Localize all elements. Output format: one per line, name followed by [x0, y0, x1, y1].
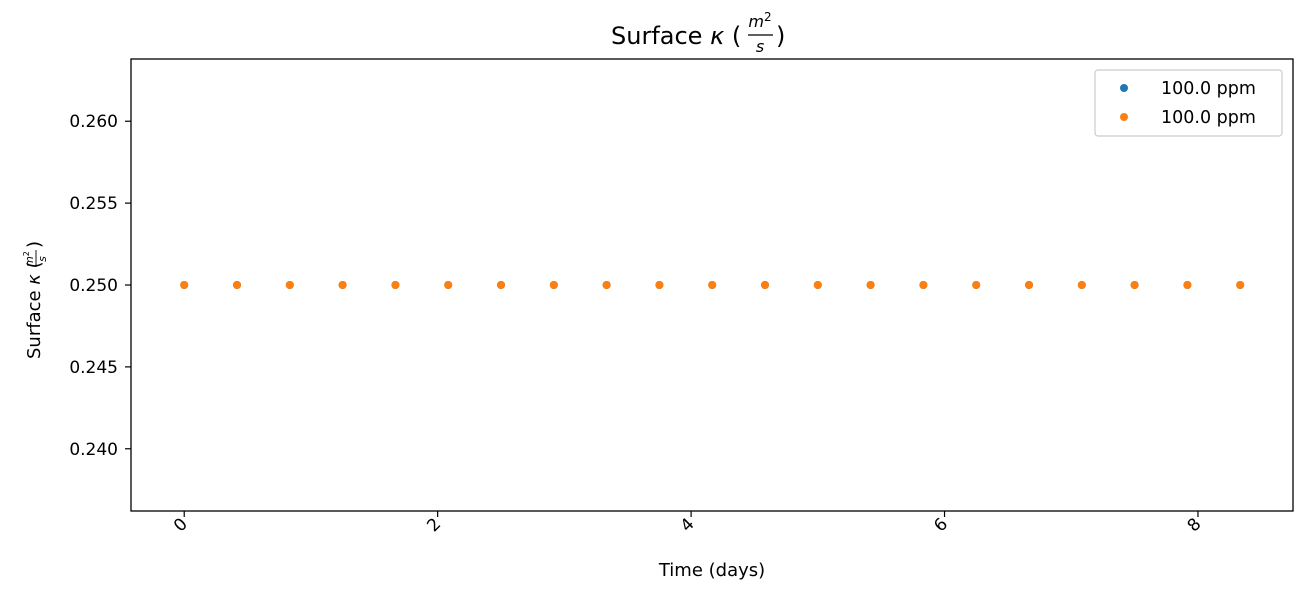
x-tick-label: 8 [1184, 514, 1206, 536]
legend-marker-series-1 [1120, 84, 1128, 92]
x-axis: 0 2 4 6 8 [170, 511, 1206, 536]
y-tick-label: 0.260 [69, 112, 118, 132]
data-point [708, 281, 717, 289]
data-point [338, 281, 347, 289]
data-point [180, 281, 189, 289]
chart-title: Surface κ ( m2 s ) [611, 10, 785, 56]
y-axis-label-suffix: ) [24, 241, 45, 248]
data-point [1077, 281, 1086, 289]
title-fraction-numerator: m2 [748, 10, 771, 31]
series-2 [180, 281, 1245, 289]
data-point [497, 281, 506, 289]
y-tick-label: 0.250 [69, 276, 118, 296]
y-label-fraction-denominator: s [36, 256, 49, 262]
data-point [761, 281, 770, 289]
y-axis-label: Surface κ ( m2 s ) [22, 241, 49, 359]
data-point [602, 281, 611, 289]
legend-frame [1094, 69, 1283, 137]
title-fraction-denominator: s [756, 37, 764, 56]
y-tick-label: 0.240 [69, 440, 118, 460]
x-axis-label: Time (days) [658, 560, 765, 581]
data-point [1130, 281, 1139, 289]
x-tick-label: 0 [170, 514, 192, 536]
data-point [813, 281, 822, 289]
data-point [1025, 281, 1034, 289]
chart-title-suffix: ) [776, 22, 785, 50]
y-tick-label: 0.255 [69, 194, 118, 214]
data-point [285, 281, 294, 289]
data-point [1236, 281, 1245, 289]
legend-label-series-1: 100.0 ppm [1161, 79, 1256, 99]
legend: 100.0 ppm 100.0 ppm [1094, 69, 1283, 137]
legend-label-series-2: 100.0 ppm [1161, 108, 1256, 128]
data-point [391, 281, 400, 289]
legend-marker-series-2 [1120, 113, 1128, 121]
data-point [866, 281, 875, 289]
x-tick-label: 4 [677, 514, 699, 536]
chart-title-prefix: Surface κ ( [611, 22, 741, 50]
data-point [549, 281, 558, 289]
data-point [444, 281, 453, 289]
data-point [1183, 281, 1192, 289]
data-point [655, 281, 664, 289]
data-point [233, 281, 242, 289]
data-point [972, 281, 981, 289]
y-axis: 0.240 0.245 0.250 0.255 0.260 [69, 112, 131, 460]
series-layer [180, 281, 1245, 289]
data-point [919, 281, 928, 289]
x-tick-label: 2 [423, 514, 445, 536]
x-tick-label: 6 [930, 514, 952, 536]
y-axis-label-prefix: Surface κ ( [24, 261, 45, 359]
y-label-fraction-numerator: m2 [22, 251, 36, 267]
y-tick-label: 0.245 [69, 358, 118, 378]
